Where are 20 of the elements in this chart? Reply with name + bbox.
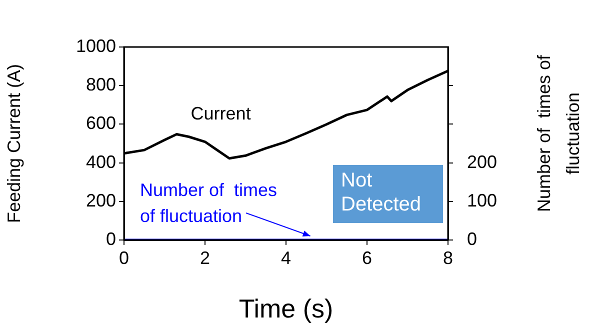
y2-tick-label: 200 [467,152,498,172]
x-tick-label: 8 [442,248,454,268]
x-tick-label: 2 [200,248,210,268]
y2-axis-title: Number of times of fluctuation [534,54,583,212]
y-tick-label: 200 [86,190,116,210]
x-axis-title: Time (s) [238,294,334,324]
annotation: Not Detected [341,170,422,216]
y-tick-label: 1000 [76,36,116,56]
y2-tick-label: 100 [467,190,498,210]
y-tick-label: 600 [86,113,116,134]
annotation: Number of times of fluctuation [140,180,278,226]
x-tick-label: 0 [118,248,130,268]
y2-tick-label: 0 [467,228,478,249]
y-tick-label: 0 [106,228,116,249]
y-tick-label: 800 [86,74,116,95]
x-tick-label: 6 [362,248,372,268]
y-axis-title: Feeding Current (A) [4,64,24,224]
y-tick-label: 400 [86,152,116,172]
series-label: Current [190,104,251,124]
x-tick-label: 4 [280,248,292,268]
